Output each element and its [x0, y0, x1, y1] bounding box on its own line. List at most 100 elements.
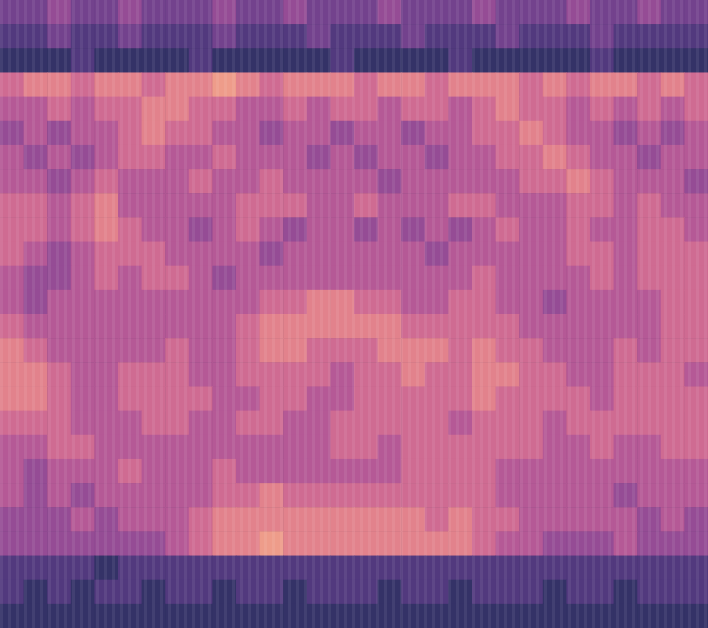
heat-cell: [425, 242, 449, 267]
heat-cell: [330, 459, 354, 484]
heat-cell: [354, 72, 378, 97]
heat-cell: [330, 24, 354, 49]
heat-cell: [472, 531, 496, 556]
heat-cell: [307, 459, 331, 484]
heat-cell: [24, 217, 48, 242]
heat-cell: [330, 242, 354, 267]
heat-cell: [47, 386, 71, 411]
heat-cell: [637, 121, 661, 146]
heat-cell: [94, 338, 118, 363]
heat-cell: [425, 121, 449, 146]
heat-cell: [354, 193, 378, 218]
heat-cell: [212, 169, 236, 194]
heat-cell: [236, 24, 260, 49]
heat-cell: [283, 556, 307, 581]
heat-cell: [378, 483, 402, 508]
heat-cell: [354, 580, 378, 605]
heat-cell: [71, 531, 95, 556]
heat-cell: [118, 386, 142, 411]
heat-cell: [212, 48, 236, 73]
heat-cell: [71, 24, 95, 49]
heat-cell: [566, 193, 590, 218]
heat-cell: [448, 121, 472, 146]
heat-cell: [661, 169, 685, 194]
heat-cell: [236, 531, 260, 556]
heat-cell: [330, 338, 354, 363]
heat-cell: [330, 507, 354, 532]
heat-cell: [684, 604, 708, 628]
chart: [0, 0, 708, 628]
heat-cell: [472, 169, 496, 194]
heat-cell: [614, 0, 638, 25]
heat-cell: [307, 435, 331, 460]
heat-cell: [614, 145, 638, 170]
heat-cell: [212, 0, 236, 25]
heat-cell: [47, 169, 71, 194]
heat-cell: [614, 193, 638, 218]
heat-cell: [0, 362, 24, 387]
heat-cell: [283, 531, 307, 556]
heat-cell: [472, 435, 496, 460]
heat-cell: [354, 556, 378, 581]
heat-cell: [448, 145, 472, 170]
heat-cell: [496, 193, 520, 218]
heat-cell: [307, 72, 331, 97]
heat-cell: [189, 435, 213, 460]
heat-cell: [401, 459, 425, 484]
heat-cell: [496, 507, 520, 532]
heat-cell: [165, 193, 189, 218]
heat-cell: [118, 338, 142, 363]
heat-cell: [330, 362, 354, 387]
heat-cell: [283, 435, 307, 460]
heat-cell: [142, 48, 166, 73]
heat-cell: [330, 411, 354, 436]
heat-cell: [566, 145, 590, 170]
heat-cell: [189, 193, 213, 218]
heat-cell: [637, 24, 661, 49]
heat-cell: [165, 531, 189, 556]
heat-cell: [614, 507, 638, 532]
heat-cell: [519, 290, 543, 315]
heat-cell: [543, 362, 567, 387]
heat-cell: [378, 169, 402, 194]
heat-cell: [24, 97, 48, 122]
heat-cell: [354, 145, 378, 170]
heat-cell: [330, 386, 354, 411]
heat-cell: [637, 507, 661, 532]
heat-cell: [118, 217, 142, 242]
heat-cell: [212, 459, 236, 484]
heat-cell: [566, 97, 590, 122]
heat-cell: [519, 48, 543, 73]
heat-cell: [684, 193, 708, 218]
heat-cell: [24, 411, 48, 436]
heat-cell: [401, 193, 425, 218]
heat-cell: [189, 531, 213, 556]
heat-cell: [283, 169, 307, 194]
heat-cell: [94, 507, 118, 532]
heat-cell: [378, 531, 402, 556]
heat-cell: [472, 556, 496, 581]
heat-cell: [378, 48, 402, 73]
heat-cell: [260, 531, 284, 556]
heat-cell: [661, 121, 685, 146]
heat-cell: [354, 435, 378, 460]
heat-cell: [118, 242, 142, 267]
heat-cell: [448, 362, 472, 387]
heat-cell: [165, 266, 189, 291]
heat-cell: [283, 459, 307, 484]
heat-cell: [684, 483, 708, 508]
heat-cell: [425, 459, 449, 484]
heat-cell: [212, 507, 236, 532]
heat-cell: [94, 362, 118, 387]
heat-cell: [189, 48, 213, 73]
heat-cell: [71, 0, 95, 25]
heat-cell: [637, 314, 661, 339]
heat-cell: [590, 531, 614, 556]
heat-cell: [212, 121, 236, 146]
heat-cell: [47, 483, 71, 508]
heat-cell: [307, 290, 331, 315]
heat-cell: [354, 604, 378, 628]
heat-cell: [189, 411, 213, 436]
heat-cell: [519, 459, 543, 484]
heat-cell: [118, 24, 142, 49]
